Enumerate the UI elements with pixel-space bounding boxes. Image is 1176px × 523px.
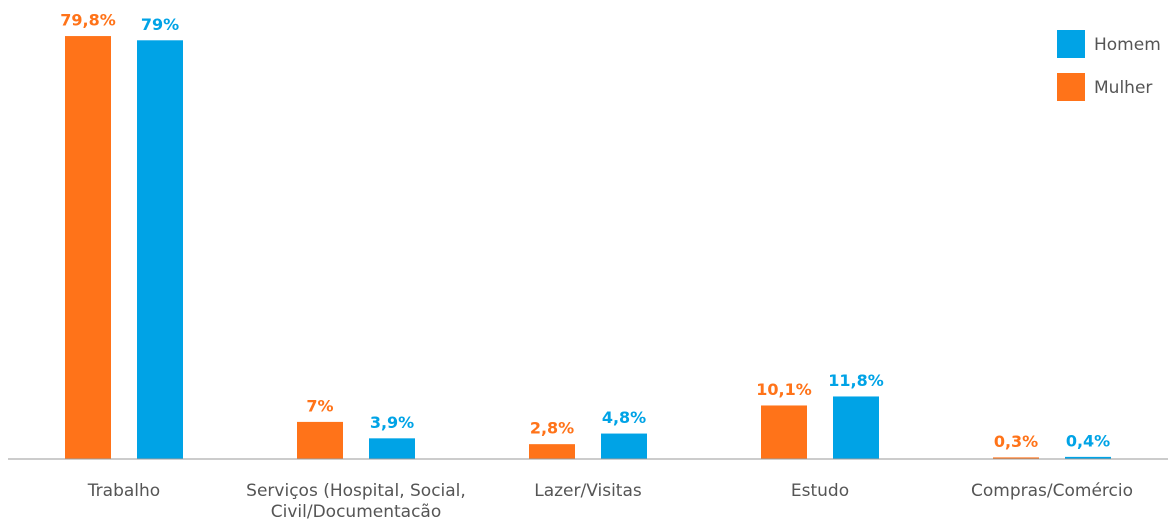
x-tick-label: Serviços (Hospital, Social, Civil/Docume…	[246, 481, 466, 522]
value-label: 3,9%	[370, 413, 414, 432]
x-tick-label: Compras/Comércio	[971, 481, 1133, 501]
value-label: 7%	[306, 396, 333, 415]
x-tick-label: Estudo	[790, 481, 850, 501]
x-tick-label: Trabalho	[87, 481, 161, 501]
bar	[761, 405, 807, 459]
value-label: 2,8%	[530, 419, 574, 438]
bar	[993, 457, 1039, 459]
bar	[297, 421, 343, 459]
value-label: 10,1%	[756, 380, 812, 399]
value-label: 11,8%	[828, 371, 884, 390]
x-tick-label: Lazer/Visitas	[534, 481, 642, 501]
bar	[1065, 456, 1111, 459]
bar	[369, 438, 415, 459]
legend-label: Homem	[1094, 35, 1161, 55]
value-label: 4,8%	[602, 408, 646, 427]
bar	[65, 36, 111, 460]
bar	[601, 433, 647, 459]
value-label: 0,3%	[994, 432, 1038, 451]
value-label: 0,4%	[1066, 431, 1110, 450]
value-label: 79,8%	[60, 11, 116, 30]
bar	[833, 396, 879, 459]
legend-swatch	[1057, 30, 1085, 58]
bar	[137, 40, 183, 460]
legend-label: Mulher	[1094, 78, 1152, 98]
legend-swatch	[1057, 73, 1085, 101]
bar	[529, 444, 575, 459]
value-label: 79%	[141, 15, 179, 34]
